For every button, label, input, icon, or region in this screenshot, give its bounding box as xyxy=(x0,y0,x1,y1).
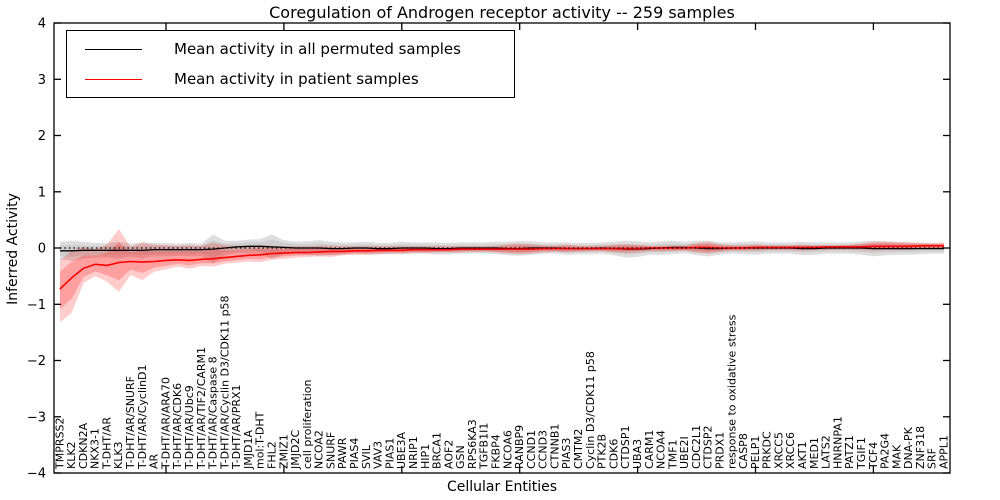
svg-text:T-DHT/AR/ARA70: T-DHT/AR/ARA70 xyxy=(159,377,172,470)
svg-text:NCOA2: NCOA2 xyxy=(313,430,326,469)
svg-text:PIAS1: PIAS1 xyxy=(383,438,396,469)
legend-row-patient: Mean activity in patient samples xyxy=(67,67,514,91)
svg-text:CASP8: CASP8 xyxy=(737,433,750,469)
svg-text:FHL2: FHL2 xyxy=(266,441,279,469)
legend: Mean activity in all permuted samples Me… xyxy=(66,30,515,98)
svg-text:HNRNPA1: HNRNPA1 xyxy=(831,416,844,469)
svg-text:−4: −4 xyxy=(27,467,46,482)
svg-text:−2: −2 xyxy=(27,354,46,369)
x-axis-label: Cellular Entities xyxy=(446,479,558,495)
svg-text:ZMIZ1: ZMIZ1 xyxy=(277,434,290,469)
svg-text:−1: −1 xyxy=(27,298,46,313)
svg-text:FKBP4: FKBP4 xyxy=(490,434,503,469)
svg-text:SVIL: SVIL xyxy=(360,444,373,469)
svg-text:CDC2L1: CDC2L1 xyxy=(690,425,703,469)
svg-text:TGIF1: TGIF1 xyxy=(855,437,868,470)
svg-text:1: 1 xyxy=(38,185,46,200)
svg-text:PAWR: PAWR xyxy=(336,437,349,469)
svg-text:TMPRSS2: TMPRSS2 xyxy=(53,418,66,470)
svg-text:T-DHT/AR/TIF2/CARM1: T-DHT/AR/TIF2/CARM1 xyxy=(195,347,208,470)
svg-text:PRKDC: PRKDC xyxy=(761,431,774,469)
svg-text:TCF4: TCF4 xyxy=(867,442,880,470)
svg-text:CMTM2: CMTM2 xyxy=(572,429,585,469)
svg-text:PA2G4: PA2G4 xyxy=(879,433,892,469)
svg-text:3: 3 xyxy=(38,73,46,88)
svg-text:ZNF318: ZNF318 xyxy=(914,426,927,469)
svg-text:KLK3: KLK3 xyxy=(112,441,125,469)
svg-text:XRCC5: XRCC5 xyxy=(773,432,786,469)
svg-text:CDKN2A: CDKN2A xyxy=(77,422,90,469)
svg-text:PELP1: PELP1 xyxy=(749,436,762,469)
svg-text:CTNNB1: CTNNB1 xyxy=(549,424,562,469)
patient-line-swatch xyxy=(85,78,142,80)
legend-label-patient: Mean activity in patient samples xyxy=(174,70,419,88)
svg-text:2: 2 xyxy=(38,129,46,144)
svg-text:SRF: SRF xyxy=(926,448,939,469)
svg-text:0: 0 xyxy=(38,242,46,257)
svg-text:DNA-PK: DNA-PK xyxy=(902,426,915,469)
svg-text:CCND3: CCND3 xyxy=(537,430,550,469)
svg-text:TGFB1I1: TGFB1I1 xyxy=(478,423,491,470)
svg-text:PIAS3: PIAS3 xyxy=(560,438,573,469)
svg-text:4: 4 xyxy=(38,17,46,32)
svg-text:UBA3: UBA3 xyxy=(631,439,644,469)
svg-text:mol:T-DHT: mol:T-DHT xyxy=(254,411,267,469)
svg-text:RANBP9: RANBP9 xyxy=(513,425,526,469)
chart-title: Coregulation of Androgen receptor activi… xyxy=(269,3,735,22)
svg-text:PATZ1: PATZ1 xyxy=(843,435,856,469)
svg-text:AKT1: AKT1 xyxy=(796,441,809,469)
svg-text:T-DHT/AR/CDK6: T-DHT/AR/CDK6 xyxy=(171,383,184,470)
svg-text:KLK2: KLK2 xyxy=(65,441,78,469)
svg-text:VAV3: VAV3 xyxy=(372,441,385,469)
svg-text:T-DHT/AR/PRX1: T-DHT/AR/PRX1 xyxy=(230,384,243,470)
svg-text:LATS2: LATS2 xyxy=(820,435,833,469)
legend-label-permuted: Mean activity in all permuted samples xyxy=(174,40,461,58)
svg-text:AR: AR xyxy=(148,453,161,469)
svg-text:CDK6: CDK6 xyxy=(607,439,620,469)
svg-text:T-DHT/AR: T-DHT/AR xyxy=(101,417,114,470)
svg-text:RPS6KA3: RPS6KA3 xyxy=(466,419,479,469)
svg-text:CCND1: CCND1 xyxy=(525,430,538,469)
svg-text:JMJD2C: JMJD2C xyxy=(289,430,302,470)
svg-text:T-DHT/AR/CyclinD1: T-DHT/AR/CyclinD1 xyxy=(136,364,149,470)
svg-text:T-DHT/AR/Ubc9: T-DHT/AR/Ubc9 xyxy=(183,385,196,470)
svg-text:NKX3-1: NKX3-1 xyxy=(89,428,102,469)
svg-text:UBE3A: UBE3A xyxy=(395,431,408,469)
svg-text:−3: −3 xyxy=(27,410,46,425)
svg-text:PIAS4: PIAS4 xyxy=(348,438,361,469)
svg-text:XRCC6: XRCC6 xyxy=(784,432,797,469)
svg-text:HIP1: HIP1 xyxy=(419,444,432,469)
svg-text:CTDSP2: CTDSP2 xyxy=(702,426,715,469)
svg-text:APPL1: APPL1 xyxy=(938,435,951,469)
svg-text:NCOA6: NCOA6 xyxy=(501,430,514,469)
svg-text:CTDSP1: CTDSP1 xyxy=(619,426,632,469)
svg-text:MAK: MAK xyxy=(890,444,903,469)
svg-text:TMF1: TMF1 xyxy=(666,439,679,470)
svg-text:response to oxidative stress: response to oxidative stress xyxy=(725,314,738,469)
svg-text:PTK2B: PTK2B xyxy=(596,434,609,469)
permuted-line-swatch xyxy=(85,48,142,50)
svg-text:AOF2: AOF2 xyxy=(442,440,455,469)
svg-text:UBE2I: UBE2I xyxy=(678,436,691,469)
svg-text:Cyclin D3/CDK11 p58: Cyclin D3/CDK11 p58 xyxy=(584,351,597,469)
svg-text:CARM1: CARM1 xyxy=(643,430,656,469)
svg-text:T-DHT/AR/SNURF: T-DHT/AR/SNURF xyxy=(124,376,137,470)
svg-text:T-DHT/AR/Cyclin D3/CDK11 p58: T-DHT/AR/Cyclin D3/CDK11 p58 xyxy=(218,295,231,470)
svg-text:NRIP1: NRIP1 xyxy=(407,436,420,469)
svg-text:PRDX1: PRDX1 xyxy=(714,432,727,469)
svg-text:SNURF: SNURF xyxy=(325,432,338,469)
svg-text:MED1: MED1 xyxy=(808,437,821,469)
svg-text:BRCA1: BRCA1 xyxy=(431,432,444,469)
svg-text:T-DHT/AR/Caspase 8: T-DHT/AR/Caspase 8 xyxy=(207,356,220,470)
svg-text:JMJD1A: JMJD1A xyxy=(242,430,255,470)
svg-text:NCOA4: NCOA4 xyxy=(655,430,668,469)
svg-text:cell proliferation: cell proliferation xyxy=(301,379,314,469)
legend-row-permuted: Mean activity in all permuted samples xyxy=(67,37,514,61)
svg-text:GSN: GSN xyxy=(454,445,467,469)
